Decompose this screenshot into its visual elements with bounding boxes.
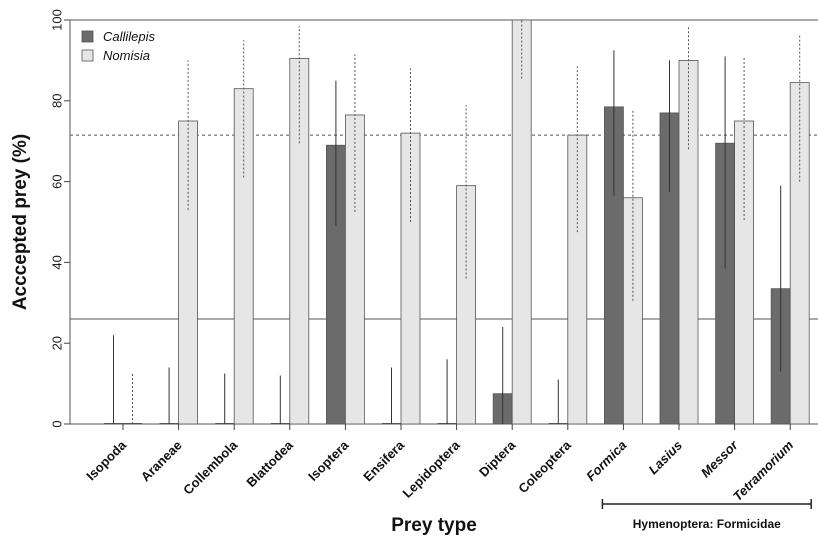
category-label-lepidoptera: Lepidoptera <box>400 437 464 501</box>
bar-nomisia-lasius <box>678 60 699 425</box>
category-label-isopoda: Isopoda <box>83 437 129 483</box>
y-tick-label-40: 40 <box>49 255 64 269</box>
category-label-lasius: Lasius <box>645 438 685 478</box>
y-tick-label-20: 20 <box>49 336 64 350</box>
category-label-ensifera: Ensifera <box>360 437 407 484</box>
category-label-isoptera: Isoptera <box>305 437 352 484</box>
legend-swatch-callilepis <box>81 30 94 43</box>
category-label-formica: Formica <box>583 438 629 484</box>
y-tick-label-80: 80 <box>49 94 64 108</box>
y-axis-title: Acccepted prey (%) <box>10 134 31 310</box>
category-label-araneae: Araneae <box>138 438 185 485</box>
legend-label-callilepis: Callilepis <box>103 29 156 44</box>
y-tick-label-100: 100 <box>49 9 64 31</box>
y-tick-label-0: 0 <box>49 420 64 427</box>
bar-nomisia-messor <box>734 120 754 425</box>
category-label-tetramorium: Tetramorium <box>730 437 797 504</box>
bar-nomisia-formica <box>623 197 643 425</box>
category-label-messor: Messor <box>698 437 741 480</box>
category-label-diptera: Diptera <box>476 437 519 480</box>
category-label-coleoptera: Coleoptera <box>515 437 574 496</box>
legend-swatch-nomisia <box>81 49 94 62</box>
y-tick-label-60: 60 <box>49 174 64 188</box>
legend-label-nomisia: Nomisia <box>103 48 150 63</box>
bar-nomisia-collembola <box>233 88 254 425</box>
bar-nomisia-isoptera <box>344 114 365 425</box>
bar-nomisia-tetramorium <box>789 82 810 425</box>
x-axis-title: Prey type <box>391 515 477 536</box>
category-label-blattodea: Blattodea <box>243 437 296 490</box>
bar-nomisia-araneae <box>178 120 199 425</box>
bar-nomisia-diptera <box>511 19 532 425</box>
category-label-collembola: Collembola <box>180 437 241 498</box>
group-bracket-label: Hymenoptera: Formicidae <box>633 517 781 531</box>
